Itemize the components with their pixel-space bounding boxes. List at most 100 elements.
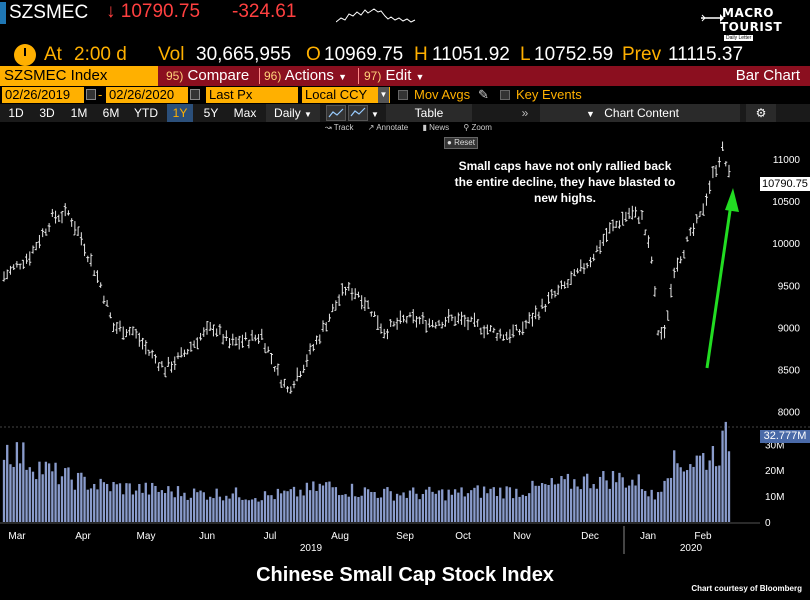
volume-bar xyxy=(141,492,144,522)
quote-details: At 2:00 d Vol 30,665,955 O 10969.75 H 11… xyxy=(0,44,810,68)
volume-bar xyxy=(660,491,663,522)
volume-bar xyxy=(44,461,48,522)
calendar-icon[interactable] xyxy=(190,89,200,100)
volume-bar xyxy=(618,472,621,522)
volume-bar xyxy=(186,499,189,522)
volume-bar xyxy=(305,482,309,522)
volume-bar xyxy=(54,462,57,522)
volume-bar xyxy=(321,485,325,522)
annotate-label: Annotate xyxy=(376,123,409,132)
high-value: 11051.92 xyxy=(432,44,510,65)
month-label: Nov xyxy=(513,531,531,542)
view-title: Bar Chart xyxy=(735,67,800,84)
tab-5y[interactable]: 5Y xyxy=(203,106,219,120)
calendar-icon[interactable] xyxy=(86,89,96,100)
volume-bar xyxy=(495,496,499,522)
volume-bar xyxy=(569,488,573,522)
ticker-input[interactable]: SZSMEC Index xyxy=(0,66,158,86)
reset-button[interactable]: ● Reset xyxy=(444,137,478,149)
annotate-tool[interactable]: ↗ Annotate xyxy=(367,123,409,132)
volume-bar xyxy=(560,476,563,522)
volume-bar xyxy=(444,500,447,522)
volume-bar xyxy=(296,496,299,522)
tab-1d[interactable]: 1D xyxy=(8,106,24,120)
tab-ytd[interactable]: YTD xyxy=(134,106,158,120)
volume-bar xyxy=(550,478,553,522)
chart-type-icon[interactable] xyxy=(348,105,368,121)
volume-bar xyxy=(238,497,241,522)
last-price-label: 10790.75 xyxy=(760,177,810,191)
tab-1y[interactable]: 1Y xyxy=(167,104,193,122)
key-events-checkbox[interactable] xyxy=(500,90,510,100)
logo-tagline: Daily Letter xyxy=(724,35,754,41)
gear-icon[interactable]: ⚙ xyxy=(746,104,776,122)
edit-menu[interactable]: 97) Edit ▼ xyxy=(364,66,424,86)
tab-max[interactable]: Max xyxy=(233,106,257,120)
volume-bar xyxy=(576,486,579,522)
volume-bar xyxy=(505,486,508,522)
logo-line-2: TOURIST xyxy=(720,20,783,34)
volume-bar xyxy=(395,493,399,522)
volume-bar xyxy=(366,489,370,522)
volume-bar xyxy=(102,482,106,522)
tab-3d[interactable]: 3D xyxy=(39,106,55,120)
volume-bar xyxy=(373,492,376,522)
chart-content-label: Chart Content xyxy=(604,106,679,120)
chart-content-button[interactable]: ▼ Chart Content xyxy=(540,104,740,122)
track-tool[interactable]: ↝ Track xyxy=(325,123,354,132)
volume-bar xyxy=(421,493,425,522)
price-volume-chart[interactable]: 11000 10500 10000 9500 9000 8500 8000 30M 20M 10… xyxy=(0,122,810,562)
last-volume-label: 32.777M xyxy=(760,430,810,443)
chevron-down-icon[interactable]: ▼ xyxy=(371,110,379,119)
actions-menu[interactable]: 96) Actions ▼ xyxy=(264,66,347,86)
volume-bar xyxy=(605,480,608,522)
end-date-field[interactable]: 02/26/2020 xyxy=(106,87,188,103)
volume-bar xyxy=(486,493,489,522)
volume-bar xyxy=(589,488,592,522)
volume-bar xyxy=(499,487,502,522)
frequency-select[interactable]: Daily ▼ xyxy=(266,104,320,122)
chevron-down-icon: ▼ xyxy=(415,72,425,82)
zoom-tool[interactable]: ⚲ Zoom xyxy=(463,123,492,132)
mov-avgs-checkbox[interactable] xyxy=(398,90,408,100)
volume-bar xyxy=(257,501,260,522)
pencil-icon[interactable]: ✎ xyxy=(478,87,489,102)
field-select[interactable]: Last Px xyxy=(206,87,298,103)
volume-bar xyxy=(708,460,711,522)
volume-bar xyxy=(9,464,12,522)
volume-bar xyxy=(302,495,305,522)
at-label: At xyxy=(44,44,62,65)
volume-bar xyxy=(180,496,183,522)
tab-6m[interactable]: 6M xyxy=(102,106,120,120)
volume-bar xyxy=(176,486,180,522)
volume-bar xyxy=(656,492,660,522)
currency-select[interactable]: Local CCY ▼ xyxy=(302,87,390,103)
zoom-label: Zoom xyxy=(471,123,492,132)
volume-bar xyxy=(170,491,173,522)
volume-bar xyxy=(621,477,624,522)
edit-shortcut: 97) xyxy=(364,69,382,83)
table-button[interactable]: Table xyxy=(386,104,472,122)
news-tool[interactable]: ▮ News xyxy=(422,123,450,132)
volume-bar xyxy=(515,488,518,522)
volume-bar xyxy=(167,486,170,522)
collapse-icon[interactable]: » xyxy=(521,106,529,120)
intraday-sparkline xyxy=(336,8,416,23)
compare-button[interactable]: 95) Compare xyxy=(166,66,249,86)
volume-bar xyxy=(489,488,492,522)
volume-bar xyxy=(254,498,257,522)
tab-1m[interactable]: 1M xyxy=(70,106,88,120)
volume-bar xyxy=(60,476,64,522)
volume-bar xyxy=(160,490,164,522)
volume-bar xyxy=(511,498,515,522)
low-label: L xyxy=(520,44,531,65)
volume-bar xyxy=(724,421,727,522)
volume-bar xyxy=(379,497,383,522)
volume-bar xyxy=(131,494,135,522)
volume-bar xyxy=(15,442,19,522)
start-date-field[interactable]: 02/26/2019 xyxy=(2,87,84,103)
volume-bar xyxy=(318,483,321,522)
volume-bar xyxy=(215,488,218,522)
logo-line-1: MACRO xyxy=(722,6,774,20)
line-chart-icon[interactable] xyxy=(326,105,346,121)
